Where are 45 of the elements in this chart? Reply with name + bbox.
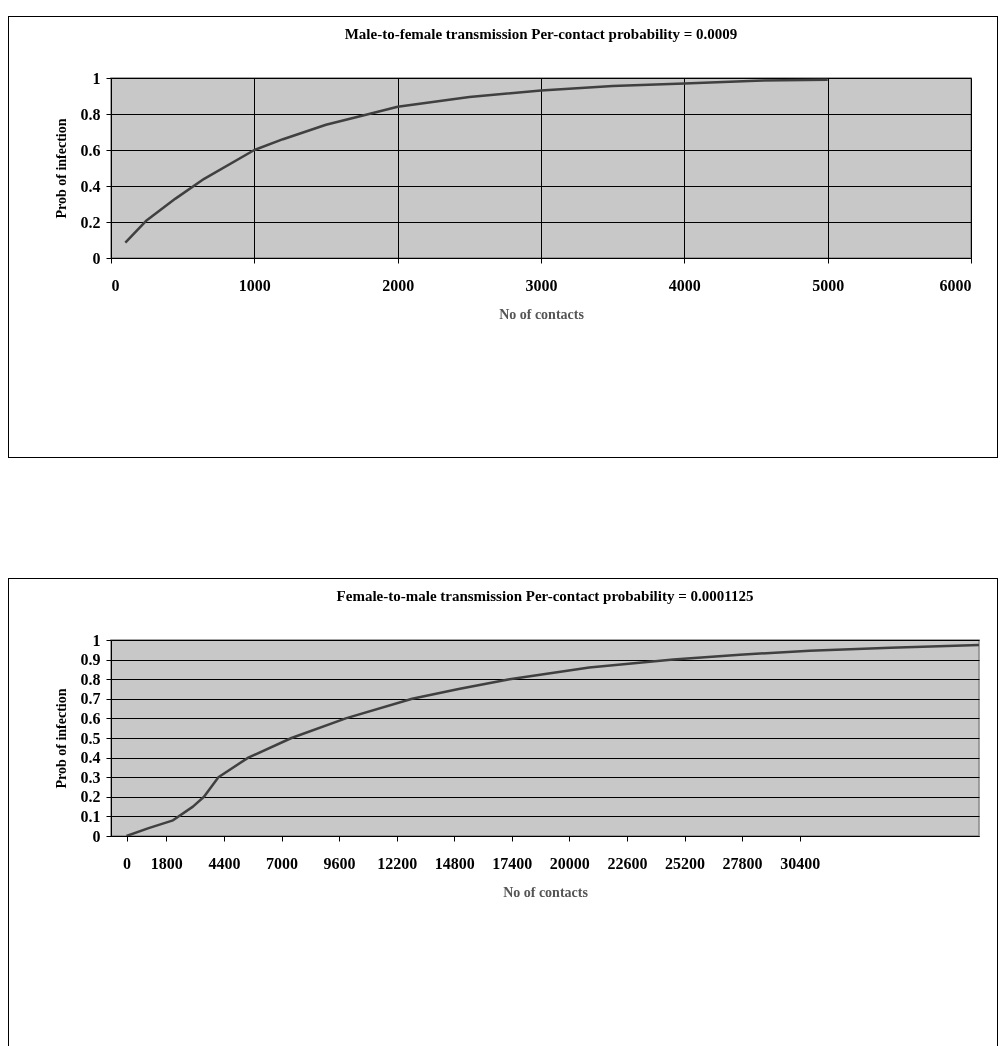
x-axis-title: No of contacts — [503, 884, 589, 900]
x-tick-label: 25200 — [665, 854, 705, 872]
y-tick-label: 0 — [92, 827, 101, 845]
x-tick-label: 4400 — [208, 854, 241, 872]
y-tick-label: 0 — [92, 249, 101, 267]
y-tick-label: 0.7 — [80, 690, 101, 708]
y-axis-title: Prob of infection — [53, 118, 69, 219]
x-tick-label: 14800 — [434, 854, 475, 872]
y-tick-label: 0.2 — [80, 213, 101, 231]
x-tick-label: 0 — [111, 276, 120, 294]
x-tick-label: 1800 — [150, 854, 183, 872]
chart-title: Female-to-male transmission Per-contact probability = 0.0001125 — [336, 588, 754, 604]
x-tick-label: 6000 — [939, 276, 972, 294]
x-tick-label: 4000 — [668, 276, 701, 294]
line-series — [124, 78, 829, 244]
y-tick-label: 0.9 — [80, 651, 101, 669]
y-axis-title: Prob of infection — [53, 688, 69, 789]
x-tick-label: 12200 — [377, 854, 418, 872]
x-tick-label: 17400 — [492, 854, 533, 872]
y-tick-label: 0.4 — [80, 177, 101, 195]
x-tick-label: 0 — [123, 854, 131, 872]
y-tick-label: 0.4 — [80, 749, 101, 767]
y-tick-label: 0.5 — [80, 729, 101, 747]
x-tick-label: 9600 — [323, 854, 356, 872]
y-tick-label: 0.3 — [80, 768, 101, 786]
x-tick-label: 2000 — [382, 276, 415, 294]
y-tick-label: 0.6 — [80, 141, 101, 159]
y-tick-label: 1 — [92, 631, 101, 649]
chart-title: Male-to-female transmission Per-contact probability = 0.0009 — [344, 26, 738, 42]
x-axis-title: No of contacts — [499, 306, 585, 322]
x-tick-label: 20000 — [549, 854, 590, 872]
y-tick-label: 0.8 — [80, 670, 101, 688]
y-tick-label: 0.8 — [80, 105, 101, 123]
x-tick-label: 1000 — [238, 276, 271, 294]
y-tick-label: 0.6 — [80, 709, 101, 727]
x-tick-label: 22600 — [607, 854, 648, 872]
line-series — [125, 643, 979, 836]
x-tick-label: 5000 — [812, 276, 845, 294]
y-tick-label: 0.2 — [80, 788, 101, 806]
x-tick-label: 7000 — [266, 854, 298, 872]
x-tick-label: 27800 — [722, 854, 763, 872]
x-tick-label: 3000 — [525, 276, 558, 294]
y-tick-label: 1 — [92, 69, 101, 87]
x-tick-label: 30400 — [780, 854, 821, 872]
y-tick-label: 0.1 — [80, 807, 101, 825]
